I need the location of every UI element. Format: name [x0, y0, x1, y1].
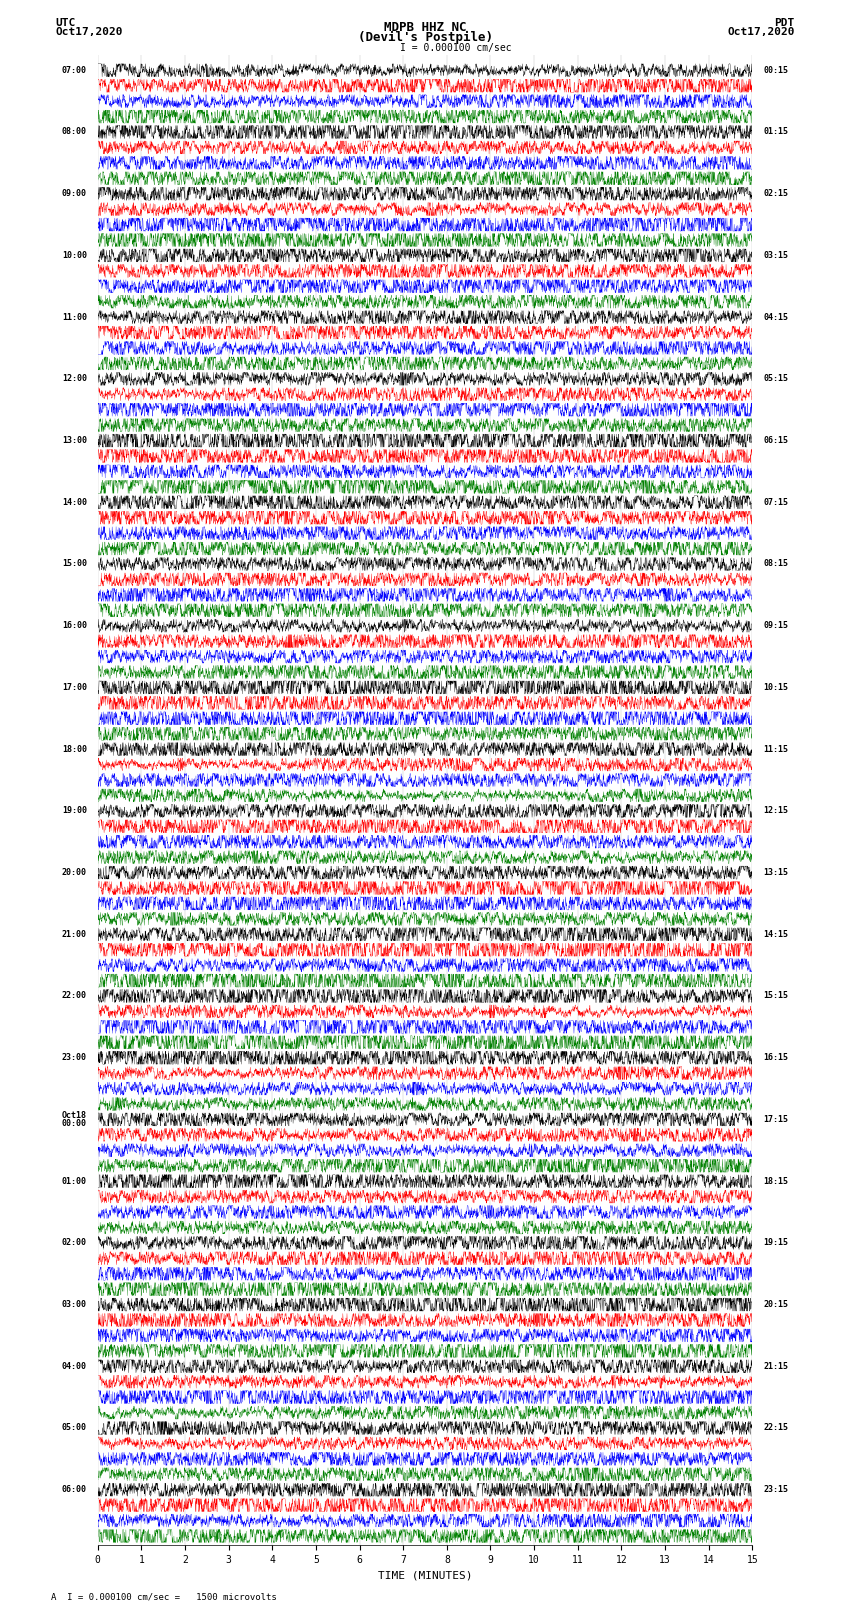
Text: 15:15: 15:15 [763, 992, 788, 1000]
Text: Oct17,2020: Oct17,2020 [728, 27, 795, 37]
Text: I = 0.000100 cm/sec: I = 0.000100 cm/sec [400, 44, 511, 53]
Text: 16:15: 16:15 [763, 1053, 788, 1063]
Text: 07:15: 07:15 [763, 498, 788, 506]
Text: 20:15: 20:15 [763, 1300, 788, 1310]
Text: 06:00: 06:00 [62, 1486, 87, 1494]
Text: 03:15: 03:15 [763, 252, 788, 260]
Text: A  I = 0.000100 cm/sec =   1500 microvolts: A I = 0.000100 cm/sec = 1500 microvolts [51, 1592, 277, 1602]
Text: 13:00: 13:00 [62, 436, 87, 445]
Text: 04:15: 04:15 [763, 313, 788, 321]
Text: 19:00: 19:00 [62, 806, 87, 815]
Text: 14:15: 14:15 [763, 929, 788, 939]
Text: 20:00: 20:00 [62, 868, 87, 877]
Text: 00:15: 00:15 [763, 66, 788, 74]
Text: 14:00: 14:00 [62, 498, 87, 506]
Text: 05:00: 05:00 [62, 1424, 87, 1432]
Text: 16:00: 16:00 [62, 621, 87, 631]
Text: 01:15: 01:15 [763, 127, 788, 137]
Text: 08:00: 08:00 [62, 127, 87, 137]
Text: 10:15: 10:15 [763, 682, 788, 692]
Text: MDPB HHZ NC: MDPB HHZ NC [383, 21, 467, 34]
Text: PDT: PDT [774, 18, 795, 27]
Text: 18:15: 18:15 [763, 1176, 788, 1186]
Text: 19:15: 19:15 [763, 1239, 788, 1247]
Text: 13:15: 13:15 [763, 868, 788, 877]
Text: 12:00: 12:00 [62, 374, 87, 384]
Text: 04:00: 04:00 [62, 1361, 87, 1371]
Text: 05:15: 05:15 [763, 374, 788, 384]
Text: 23:15: 23:15 [763, 1486, 788, 1494]
Text: 17:15: 17:15 [763, 1115, 788, 1124]
Text: 22:00: 22:00 [62, 992, 87, 1000]
Text: 02:00: 02:00 [62, 1239, 87, 1247]
Text: Oct17,2020: Oct17,2020 [55, 27, 122, 37]
Text: 22:15: 22:15 [763, 1424, 788, 1432]
Text: 00:00: 00:00 [62, 1119, 87, 1127]
Text: 09:00: 09:00 [62, 189, 87, 198]
Text: 11:00: 11:00 [62, 313, 87, 321]
Text: 23:00: 23:00 [62, 1053, 87, 1063]
Text: 21:15: 21:15 [763, 1361, 788, 1371]
Text: Oct18: Oct18 [62, 1111, 87, 1119]
Text: 17:00: 17:00 [62, 682, 87, 692]
Text: 18:00: 18:00 [62, 745, 87, 753]
Text: (Devil's Postpile): (Devil's Postpile) [358, 31, 492, 44]
Text: UTC: UTC [55, 18, 76, 27]
Text: 01:00: 01:00 [62, 1176, 87, 1186]
Text: 21:00: 21:00 [62, 929, 87, 939]
Text: 11:15: 11:15 [763, 745, 788, 753]
Text: 02:15: 02:15 [763, 189, 788, 198]
X-axis label: TIME (MINUTES): TIME (MINUTES) [377, 1571, 473, 1581]
Text: 07:00: 07:00 [62, 66, 87, 74]
Text: 15:00: 15:00 [62, 560, 87, 568]
Text: 06:15: 06:15 [763, 436, 788, 445]
Text: 10:00: 10:00 [62, 252, 87, 260]
Text: 09:15: 09:15 [763, 621, 788, 631]
Text: 03:00: 03:00 [62, 1300, 87, 1310]
Text: 08:15: 08:15 [763, 560, 788, 568]
Text: 12:15: 12:15 [763, 806, 788, 815]
